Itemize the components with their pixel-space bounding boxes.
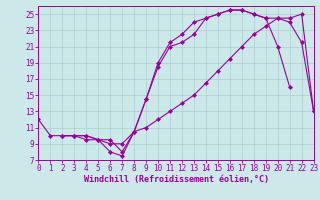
- X-axis label: Windchill (Refroidissement éolien,°C): Windchill (Refroidissement éolien,°C): [84, 175, 268, 184]
